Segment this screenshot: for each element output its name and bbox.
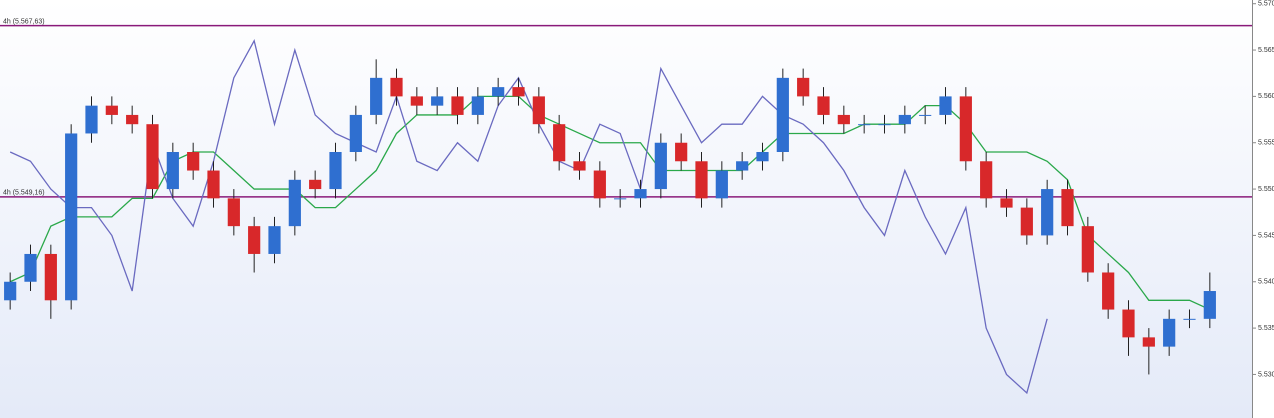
candle-body	[24, 253, 37, 282]
candle-body	[512, 87, 525, 97]
indicator-line	[9, 95, 1211, 311]
candle-body	[65, 133, 78, 301]
candle-body	[695, 161, 708, 199]
candle-body	[878, 124, 891, 126]
candle-body	[309, 179, 322, 190]
candle-body	[614, 198, 627, 200]
candle-body	[44, 253, 57, 301]
candle-body	[471, 96, 484, 115]
candle-body	[898, 114, 911, 125]
candle-body	[776, 77, 789, 152]
candle-body	[715, 170, 728, 199]
candle-body	[837, 114, 850, 125]
candle-body	[797, 77, 810, 97]
y-tick-label: 5.570	[1258, 1, 1274, 8]
candle-body	[268, 226, 281, 254]
candle-body	[451, 96, 464, 115]
y-tick-label: 5.565	[1258, 47, 1274, 54]
candle-body	[166, 152, 179, 190]
candle-body	[980, 161, 993, 199]
candle-body	[959, 96, 972, 162]
candle-body	[329, 152, 342, 190]
candle-body	[248, 226, 261, 254]
candle-body	[431, 96, 444, 106]
candle-body	[492, 87, 505, 97]
level-label: 4h (5.567,63)	[3, 19, 45, 26]
candle-body	[1102, 272, 1115, 310]
candle-body	[756, 152, 769, 162]
candle-body	[939, 96, 952, 115]
candle-body	[553, 124, 566, 162]
y-tick-label: 5.530	[1258, 371, 1274, 378]
candle-body	[288, 179, 301, 227]
y-tick-label: 5.560	[1258, 93, 1274, 100]
candle-body	[4, 281, 17, 301]
candle-body	[105, 105, 118, 115]
candle-body	[410, 96, 423, 106]
candle-body	[85, 105, 98, 134]
candle-body	[1183, 318, 1196, 320]
candle-body	[532, 96, 545, 125]
y-tick-label: 5.535	[1258, 325, 1274, 332]
candle-body	[1203, 291, 1216, 319]
candle-body	[1142, 337, 1155, 347]
candle-body	[1122, 309, 1135, 338]
candle-body	[227, 198, 240, 227]
candle-body	[370, 77, 383, 115]
candle-body	[593, 170, 606, 199]
candle-body	[919, 114, 932, 116]
candle-body	[1041, 189, 1054, 236]
y-tick-label: 5.550	[1258, 186, 1274, 193]
candle-body	[207, 170, 220, 199]
candle-body	[146, 124, 159, 190]
candle-body	[634, 189, 647, 199]
candle-body	[390, 77, 403, 97]
candle-body	[817, 96, 830, 115]
candle-body	[349, 114, 362, 152]
candle-body	[1020, 207, 1033, 236]
y-tick-label: 5.540	[1258, 279, 1274, 286]
candle-body	[654, 142, 667, 190]
candle-body	[187, 152, 200, 171]
candle-body	[858, 124, 871, 126]
candle-body	[675, 142, 688, 162]
candle-body	[1081, 226, 1094, 273]
candle-body	[1163, 318, 1176, 347]
candle-body	[1000, 198, 1013, 208]
candle-body	[573, 161, 586, 171]
level-label: 4h (5.549,16)	[3, 190, 45, 197]
indicator-line	[9, 39, 1048, 395]
candle-body	[126, 114, 139, 125]
candle-body	[1061, 189, 1074, 227]
y-tick-label: 5.555	[1258, 140, 1274, 147]
candle-body	[736, 161, 749, 171]
y-tick-label: 5.545	[1258, 232, 1274, 239]
